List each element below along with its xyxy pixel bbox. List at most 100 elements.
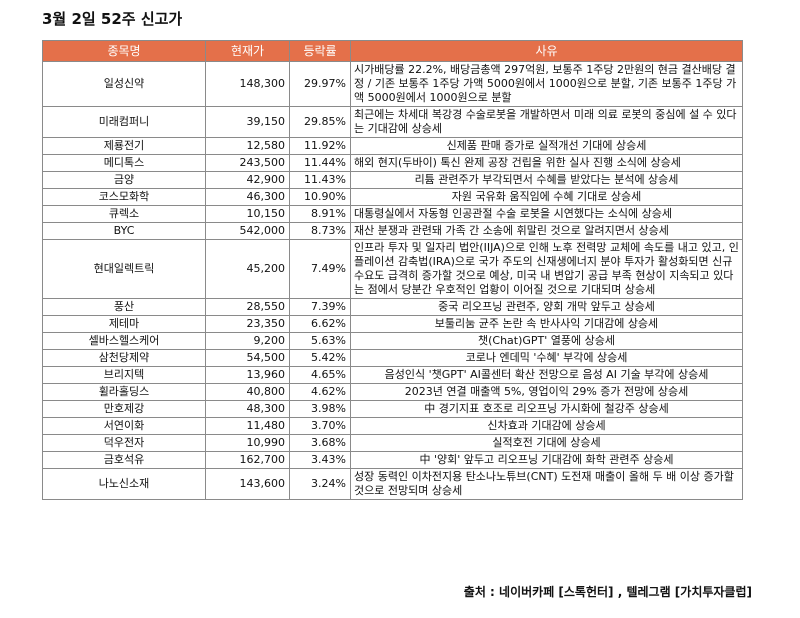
- change-rate-cell: 5.42%: [289, 349, 351, 367]
- stock-name-cell: 셀바스헬스케어: [42, 332, 206, 350]
- stock-name-cell: 미래컴퍼니: [42, 106, 206, 138]
- reason-cell: 최근에는 차세대 복강경 수술로봇을 개발하면서 미래 의료 로봇의 중심에 설…: [350, 106, 743, 138]
- table-row: 휠라홀딩스 40,800 4.62% 2023년 연결 매출액 5%, 영업이익 29…: [42, 383, 743, 401]
- price-cell: 42,900: [205, 171, 290, 189]
- reason-cell: 보툴리눔 균주 논란 속 반사사익 기대감에 상승세: [350, 315, 743, 333]
- change-rate-cell: 11.44%: [289, 154, 351, 172]
- reason-cell: 해외 현지(두바이) 톡신 완제 공장 건립을 위한 실사 진행 소식에 상승세: [350, 154, 743, 172]
- table-row: 큐렉소 10,150 8.91% 대통령실에서 자동형 인공관절 수술 로봇을 시연했…: [42, 205, 743, 223]
- price-cell: 9,200: [205, 332, 290, 350]
- source-note: 출처 : 네이버카페 [스톡헌터] , 텔레그램 [가치투자클럽]: [463, 585, 752, 599]
- reason-cell: 코로나 엔데믹 '수혜' 부각에 상승세: [350, 349, 743, 367]
- table-row: 미래컴퍼니 39,150 29.85% 최근에는 차세대 복강경 수술로봇을 개발하면…: [42, 106, 743, 138]
- table-row: 서연이화 11,480 3.70% 신차효과 기대감에 상승세: [42, 417, 743, 435]
- reason-cell: 신제품 판매 증가로 실적개선 기대에 상승세: [350, 137, 743, 155]
- table-row: 금양 42,900 11.43% 리튬 관련주가 부각되면서 수혜를 받았다는 분석에…: [42, 171, 743, 189]
- change-rate-cell: 3.98%: [289, 400, 351, 418]
- table-row: 삼천당제약 54,500 5.42% 코로나 엔데믹 '수혜' 부각에 상승세: [42, 349, 743, 367]
- price-cell: 23,350: [205, 315, 290, 333]
- table-row: BYC 542,000 8.73% 재산 분쟁과 관련돼 가족 간 소송에 휘말린 것…: [42, 222, 743, 240]
- stock-name-cell: 만호제강: [42, 400, 206, 418]
- stock-name-cell: 풍산: [42, 298, 206, 316]
- column-header-price: 현재가: [205, 40, 290, 62]
- stock-name-cell: 브리지텍: [42, 366, 206, 384]
- stock-name-cell: 금호석유: [42, 451, 206, 469]
- reason-cell: 리튬 관련주가 부각되면서 수혜를 받았다는 분석에 상승세: [350, 171, 743, 189]
- price-cell: 11,480: [205, 417, 290, 435]
- table-row: 덕우전자 10,990 3.68% 실적호전 기대에 상승세: [42, 434, 743, 452]
- reason-cell: 중국 리오프닝 관련주, 양회 개막 앞두고 상승세: [350, 298, 743, 316]
- column-header-change: 등락률: [289, 40, 351, 62]
- change-rate-cell: 29.97%: [289, 61, 351, 107]
- table-row: 브리지텍 13,960 4.65% 음성인식 '챗GPT' AI콜센터 확산 전망으로…: [42, 366, 743, 384]
- change-rate-cell: 29.85%: [289, 106, 351, 138]
- price-cell: 12,580: [205, 137, 290, 155]
- change-rate-cell: 7.49%: [289, 239, 351, 299]
- stock-name-cell: 서연이화: [42, 417, 206, 435]
- price-cell: 148,300: [205, 61, 290, 107]
- price-cell: 243,500: [205, 154, 290, 172]
- table-row: 제룡전기 12,580 11.92% 신제품 판매 증가로 실적개선 기대에 상승세: [42, 137, 743, 155]
- stock-name-cell: 나노신소재: [42, 468, 206, 500]
- reason-cell: 음성인식 '챗GPT' AI콜센터 확산 전망으로 음성 AI 기술 부각에 상…: [350, 366, 743, 384]
- table-row: 코스모화학 46,300 10.90% 자원 국유화 움직임에 수혜 기대로 상승세: [42, 188, 743, 206]
- price-cell: 40,800: [205, 383, 290, 401]
- table-row: 나노신소재 143,600 3.24% 성장 동력인 이차전지용 탄소나노튜브(CNT…: [42, 468, 743, 500]
- change-rate-cell: 8.91%: [289, 205, 351, 223]
- table-row: 일성신약 148,300 29.97% 시가배당률 22.2%, 배당금총액 297억…: [42, 61, 743, 107]
- reason-cell: 챗(Chat)GPT' 열풍에 상승세: [350, 332, 743, 350]
- change-rate-cell: 7.39%: [289, 298, 351, 316]
- stock-name-cell: 일성신약: [42, 61, 206, 107]
- price-cell: 542,000: [205, 222, 290, 240]
- stock-name-cell: 휠라홀딩스: [42, 383, 206, 401]
- stock-name-cell: 제테마: [42, 315, 206, 333]
- change-rate-cell: 3.43%: [289, 451, 351, 469]
- stock-name-cell: BYC: [42, 222, 206, 240]
- reason-cell: 대통령실에서 자동형 인공관절 수술 로봇을 시연했다는 소식에 상승세: [350, 205, 743, 223]
- reason-cell: 신차효과 기대감에 상승세: [350, 417, 743, 435]
- price-cell: 46,300: [205, 188, 290, 206]
- price-cell: 143,600: [205, 468, 290, 500]
- column-header-name: 종목명: [42, 40, 206, 62]
- reason-cell: 실적호전 기대에 상승세: [350, 434, 743, 452]
- change-rate-cell: 11.43%: [289, 171, 351, 189]
- reason-cell: 성장 동력인 이차전지용 탄소나노튜브(CNT) 도전재 매출이 올해 두 배 …: [350, 468, 743, 500]
- table-header-row: 종목명 현재가 등락률 사유: [42, 40, 743, 62]
- stock-name-cell: 메디톡스: [42, 154, 206, 172]
- change-rate-cell: 5.63%: [289, 332, 351, 350]
- table-row: 메디톡스 243,500 11.44% 해외 현지(두바이) 톡신 완제 공장 건립을…: [42, 154, 743, 172]
- stock-name-cell: 삼천당제약: [42, 349, 206, 367]
- reason-cell: 자원 국유화 움직임에 수혜 기대로 상승세: [350, 188, 743, 206]
- table-row: 현대일렉트릭 45,200 7.49% 인프라 투자 및 일자리 법안(IIJA)으로…: [42, 239, 743, 299]
- price-cell: 13,960: [205, 366, 290, 384]
- table-row: 금호석유 162,700 3.43% 中 '양회' 앞두고 리오프닝 기대감에 화학 …: [42, 451, 743, 469]
- table-row: 셀바스헬스케어 9,200 5.63% 챗(Chat)GPT' 열풍에 상승세: [42, 332, 743, 350]
- change-rate-cell: 11.92%: [289, 137, 351, 155]
- table-row: 제테마 23,350 6.62% 보툴리눔 균주 논란 속 반사사익 기대감에 상승세: [42, 315, 743, 333]
- page-title: 3월 2일 52주 신고가: [42, 10, 183, 28]
- reason-cell: 中 '양회' 앞두고 리오프닝 기대감에 화학 관련주 상승세: [350, 451, 743, 469]
- table-row: 풍산 28,550 7.39% 중국 리오프닝 관련주, 양회 개막 앞두고 상승세: [42, 298, 743, 316]
- price-cell: 162,700: [205, 451, 290, 469]
- stock-name-cell: 금양: [42, 171, 206, 189]
- reason-cell: 시가배당률 22.2%, 배당금총액 297억원, 보통주 1주당 2만원의 현…: [350, 61, 743, 107]
- table-row: 만호제강 48,300 3.98% 中 경기지표 호조로 리오프닝 가시화에 철강주 …: [42, 400, 743, 418]
- price-cell: 48,300: [205, 400, 290, 418]
- stock-name-cell: 덕우전자: [42, 434, 206, 452]
- change-rate-cell: 4.62%: [289, 383, 351, 401]
- stock-table: 종목명 현재가 등락률 사유 일성신약 148,300 29.97% 시가배당률 22…: [42, 40, 743, 500]
- price-cell: 54,500: [205, 349, 290, 367]
- change-rate-cell: 3.24%: [289, 468, 351, 500]
- reason-cell: 中 경기지표 호조로 리오프닝 가시화에 철강주 상승세: [350, 400, 743, 418]
- price-cell: 28,550: [205, 298, 290, 316]
- change-rate-cell: 8.73%: [289, 222, 351, 240]
- reason-cell: 2023년 연결 매출액 5%, 영업이익 29% 증가 전망에 상승세: [350, 383, 743, 401]
- price-cell: 45,200: [205, 239, 290, 299]
- stock-name-cell: 제룡전기: [42, 137, 206, 155]
- stock-name-cell: 현대일렉트릭: [42, 239, 206, 299]
- change-rate-cell: 10.90%: [289, 188, 351, 206]
- change-rate-cell: 3.70%: [289, 417, 351, 435]
- change-rate-cell: 4.65%: [289, 366, 351, 384]
- change-rate-cell: 3.68%: [289, 434, 351, 452]
- price-cell: 39,150: [205, 106, 290, 138]
